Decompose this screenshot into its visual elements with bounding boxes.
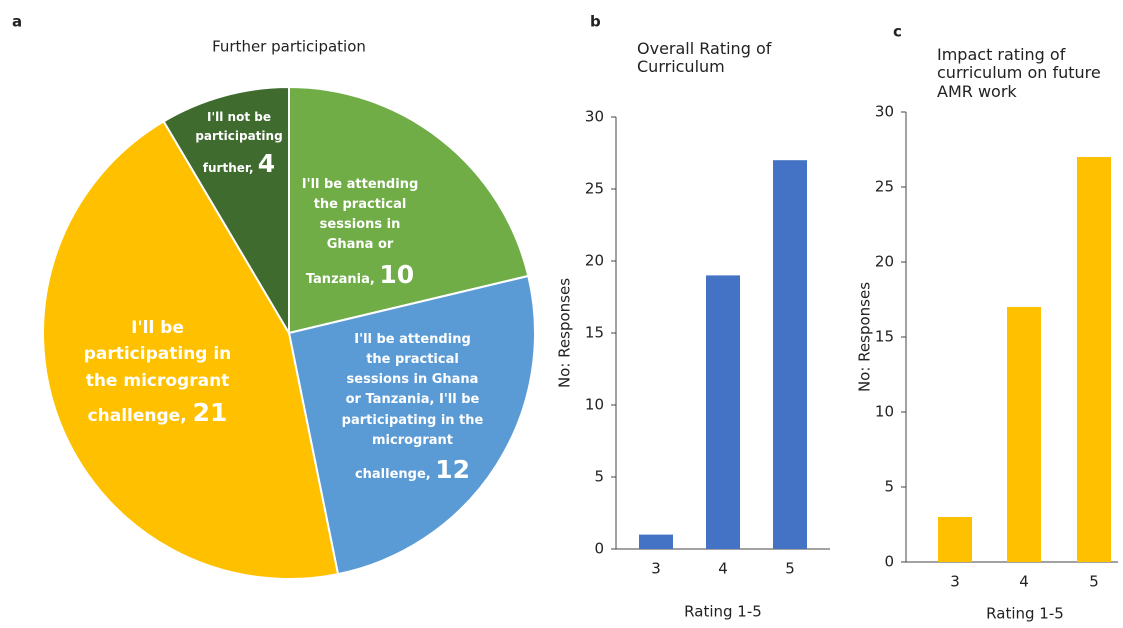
slice-category: I'll be attending the practical sessions…	[301, 177, 419, 287]
y-axis-label: No: Responses	[556, 278, 574, 388]
x-axis-label: Rating 1-5	[684, 603, 762, 621]
bar	[639, 534, 673, 549]
chart-title: Impact rating of curriculum on future AM…	[937, 46, 1101, 101]
text-box: I'll not be participating further, 4	[195, 108, 283, 184]
slice-value: 12	[435, 454, 471, 484]
y-tick-label: 30	[875, 103, 894, 121]
y-tick-label: 20	[585, 252, 604, 270]
panel-label: b	[590, 13, 601, 31]
slice-category: I'll not be participating further,	[195, 110, 283, 176]
slice-label: I'll not be participating further, 4	[195, 108, 283, 184]
y-tick-label: 10	[875, 403, 894, 421]
y-tick-label: 5	[884, 478, 894, 496]
bar	[773, 160, 807, 549]
slice-label: I'll be attending the practical sessions…	[300, 175, 420, 294]
x-tick-label: 4	[1019, 573, 1029, 591]
pie-slice	[162, 85, 290, 337]
text-box: Impact rating of curriculum on future AM…	[937, 46, 1101, 101]
x-tick-label: 3	[651, 560, 661, 578]
text-box: I'll be attending the practical sessions…	[300, 175, 420, 294]
slice-label: I'll be attending the practical sessions…	[340, 330, 485, 490]
y-tick-label: 15	[585, 324, 604, 342]
bar	[938, 517, 972, 562]
slice-value: 10	[379, 259, 415, 289]
slice-label: I'll be participating in the microgrant …	[80, 315, 235, 433]
y-axis-label: No: Responses	[856, 282, 874, 392]
y-tick-label: 0	[594, 540, 604, 558]
x-tick-label: 3	[950, 573, 960, 591]
y-tick-label: 5	[594, 468, 604, 486]
y-tick-label: 25	[585, 180, 604, 198]
text-box: I'll be participating in the microgrant …	[80, 315, 235, 433]
bar	[1077, 157, 1111, 562]
y-tick-label: 30	[585, 108, 604, 126]
text-box: Overall Rating of Curriculum	[637, 40, 772, 77]
y-tick-label: 25	[875, 178, 894, 196]
pie-slice	[42, 119, 340, 580]
slice-category: I'll be attending the practical sessions…	[341, 332, 484, 482]
slice-category: I'll be participating in the microgrant …	[83, 318, 232, 427]
y-tick-label: 15	[875, 328, 894, 346]
pie-slice	[287, 274, 536, 576]
x-tick-label: 5	[1089, 573, 1099, 591]
y-tick-label: 0	[884, 553, 894, 571]
panel-label: c	[893, 23, 902, 41]
panel-label: a	[12, 13, 22, 31]
x-tick-label: 5	[785, 560, 795, 578]
slice-value: 4	[257, 149, 276, 179]
x-tick-label: 4	[718, 560, 728, 578]
y-tick-label: 20	[875, 253, 894, 271]
y-tick-label: 10	[585, 396, 604, 414]
chart-title: Overall Rating of Curriculum	[637, 40, 772, 77]
bar	[1007, 307, 1041, 562]
text-box: I'll be attending the practical sessions…	[340, 330, 485, 490]
pie-slice	[288, 85, 530, 335]
x-axis-label: Rating 1-5	[986, 605, 1064, 623]
bar	[706, 275, 740, 549]
chart-title: Further participation	[212, 38, 366, 56]
slice-value: 21	[192, 398, 228, 428]
